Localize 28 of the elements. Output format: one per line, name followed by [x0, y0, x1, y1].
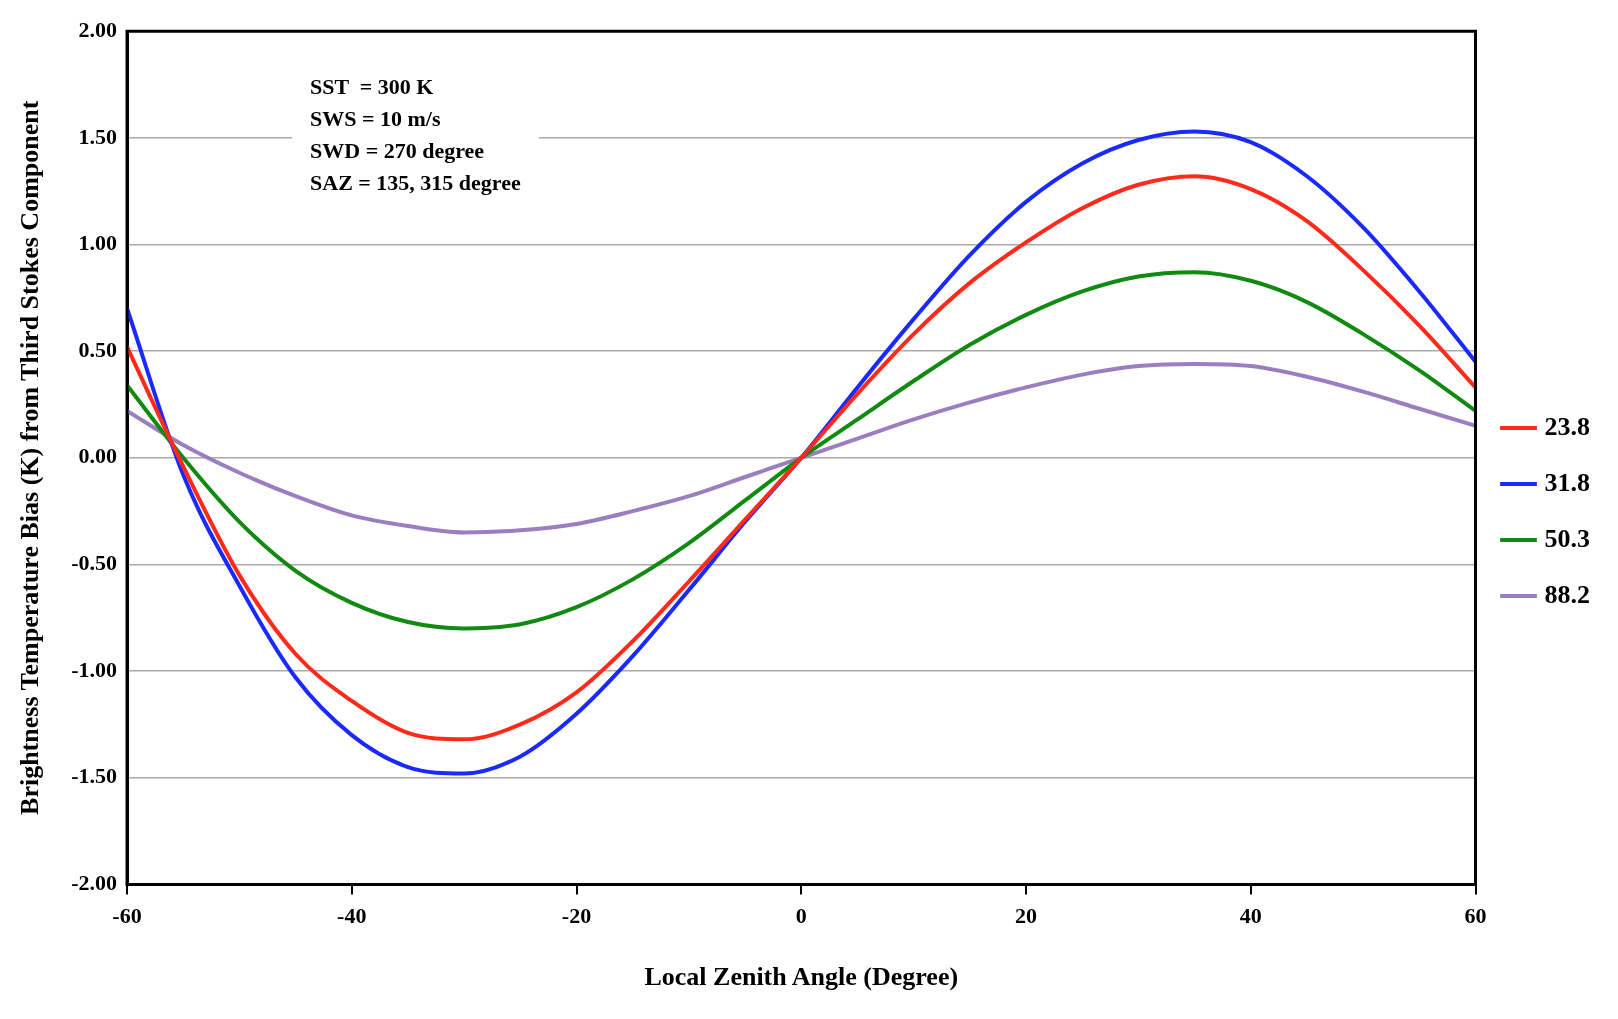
y-tick-label: 2.00 — [78, 16, 118, 42]
x-tick-label: 20 — [1015, 903, 1038, 929]
x-tick-label: -40 — [337, 903, 367, 929]
legend-label: 23.8 — [1544, 411, 1590, 441]
y-tick-label: 0.50 — [78, 336, 118, 362]
legend-label: 88.2 — [1544, 579, 1590, 609]
y-axis-title: Brightness Temperature Bias (K) from Third Stokes Component — [15, 100, 45, 815]
annotation: SWD = 270 degree — [310, 137, 485, 163]
y-tick-label: -1.00 — [71, 656, 118, 682]
y-tick-label: 1.00 — [78, 230, 118, 256]
line-series — [127, 270, 1476, 631]
line-series — [127, 361, 1476, 535]
y-tick-label: -1.50 — [71, 763, 118, 789]
x-tick-label: -60 — [112, 903, 142, 929]
x-axis-title: Local Zenith Angle (Degree) — [644, 962, 959, 992]
x-tick-label: 60 — [1464, 903, 1487, 929]
annotation: SST = 300 K — [310, 73, 434, 99]
y-tick-label: -2.00 — [71, 870, 118, 896]
y-tick-label: 1.50 — [78, 123, 118, 149]
x-tick-label: -20 — [561, 903, 592, 929]
annotation: SWS = 10 m/s — [310, 105, 441, 131]
legend-label: 50.3 — [1544, 523, 1590, 553]
legend-label: 31.8 — [1544, 467, 1590, 497]
annotation: SAZ = 135, 315 degree — [310, 169, 521, 195]
x-tick-label: 0 — [795, 903, 807, 929]
y-tick-label: -0.50 — [71, 550, 118, 576]
y-tick-label: 0.00 — [78, 443, 118, 469]
x-tick-label: 40 — [1239, 903, 1262, 929]
